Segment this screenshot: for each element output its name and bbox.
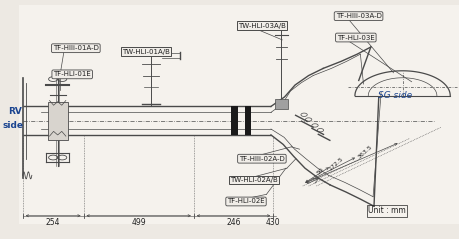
- Bar: [48, 102, 67, 140]
- Text: 254: 254: [46, 218, 60, 227]
- Text: 246: 246: [226, 218, 241, 227]
- Text: RV: RV: [8, 107, 22, 116]
- Text: TW-HLI-02A/B: TW-HLI-02A/B: [230, 177, 277, 183]
- Text: TW-HLI-03A/B: TW-HLI-03A/B: [237, 23, 285, 29]
- Text: TF-HlIi-01A-D: TF-HlIi-01A-D: [53, 45, 99, 51]
- Bar: [274, 99, 288, 109]
- Text: Unit : mm: Unit : mm: [367, 206, 405, 216]
- Text: TF-HlIi-02A-D: TF-HlIi-02A-D: [239, 156, 284, 162]
- Text: 363.5: 363.5: [356, 144, 372, 159]
- Text: TF-HlIi-03A-D: TF-HlIi-03A-D: [335, 13, 381, 19]
- Text: TW-HLI-01A/B: TW-HLI-01A/B: [122, 49, 170, 55]
- Text: TF-HLI-01E: TF-HLI-01E: [53, 71, 91, 77]
- Text: TF-HLI-02E: TF-HLI-02E: [227, 198, 264, 205]
- Text: SG side: SG side: [377, 91, 411, 100]
- Text: 172.5: 172.5: [327, 156, 343, 172]
- Text: TF-HLI-03E: TF-HLI-03E: [336, 34, 374, 41]
- Text: 430: 430: [265, 218, 280, 227]
- Text: 499: 499: [131, 218, 146, 227]
- Bar: [231, 106, 237, 135]
- Text: 50: 50: [315, 167, 324, 176]
- Text: side: side: [2, 121, 23, 130]
- Bar: [245, 106, 251, 135]
